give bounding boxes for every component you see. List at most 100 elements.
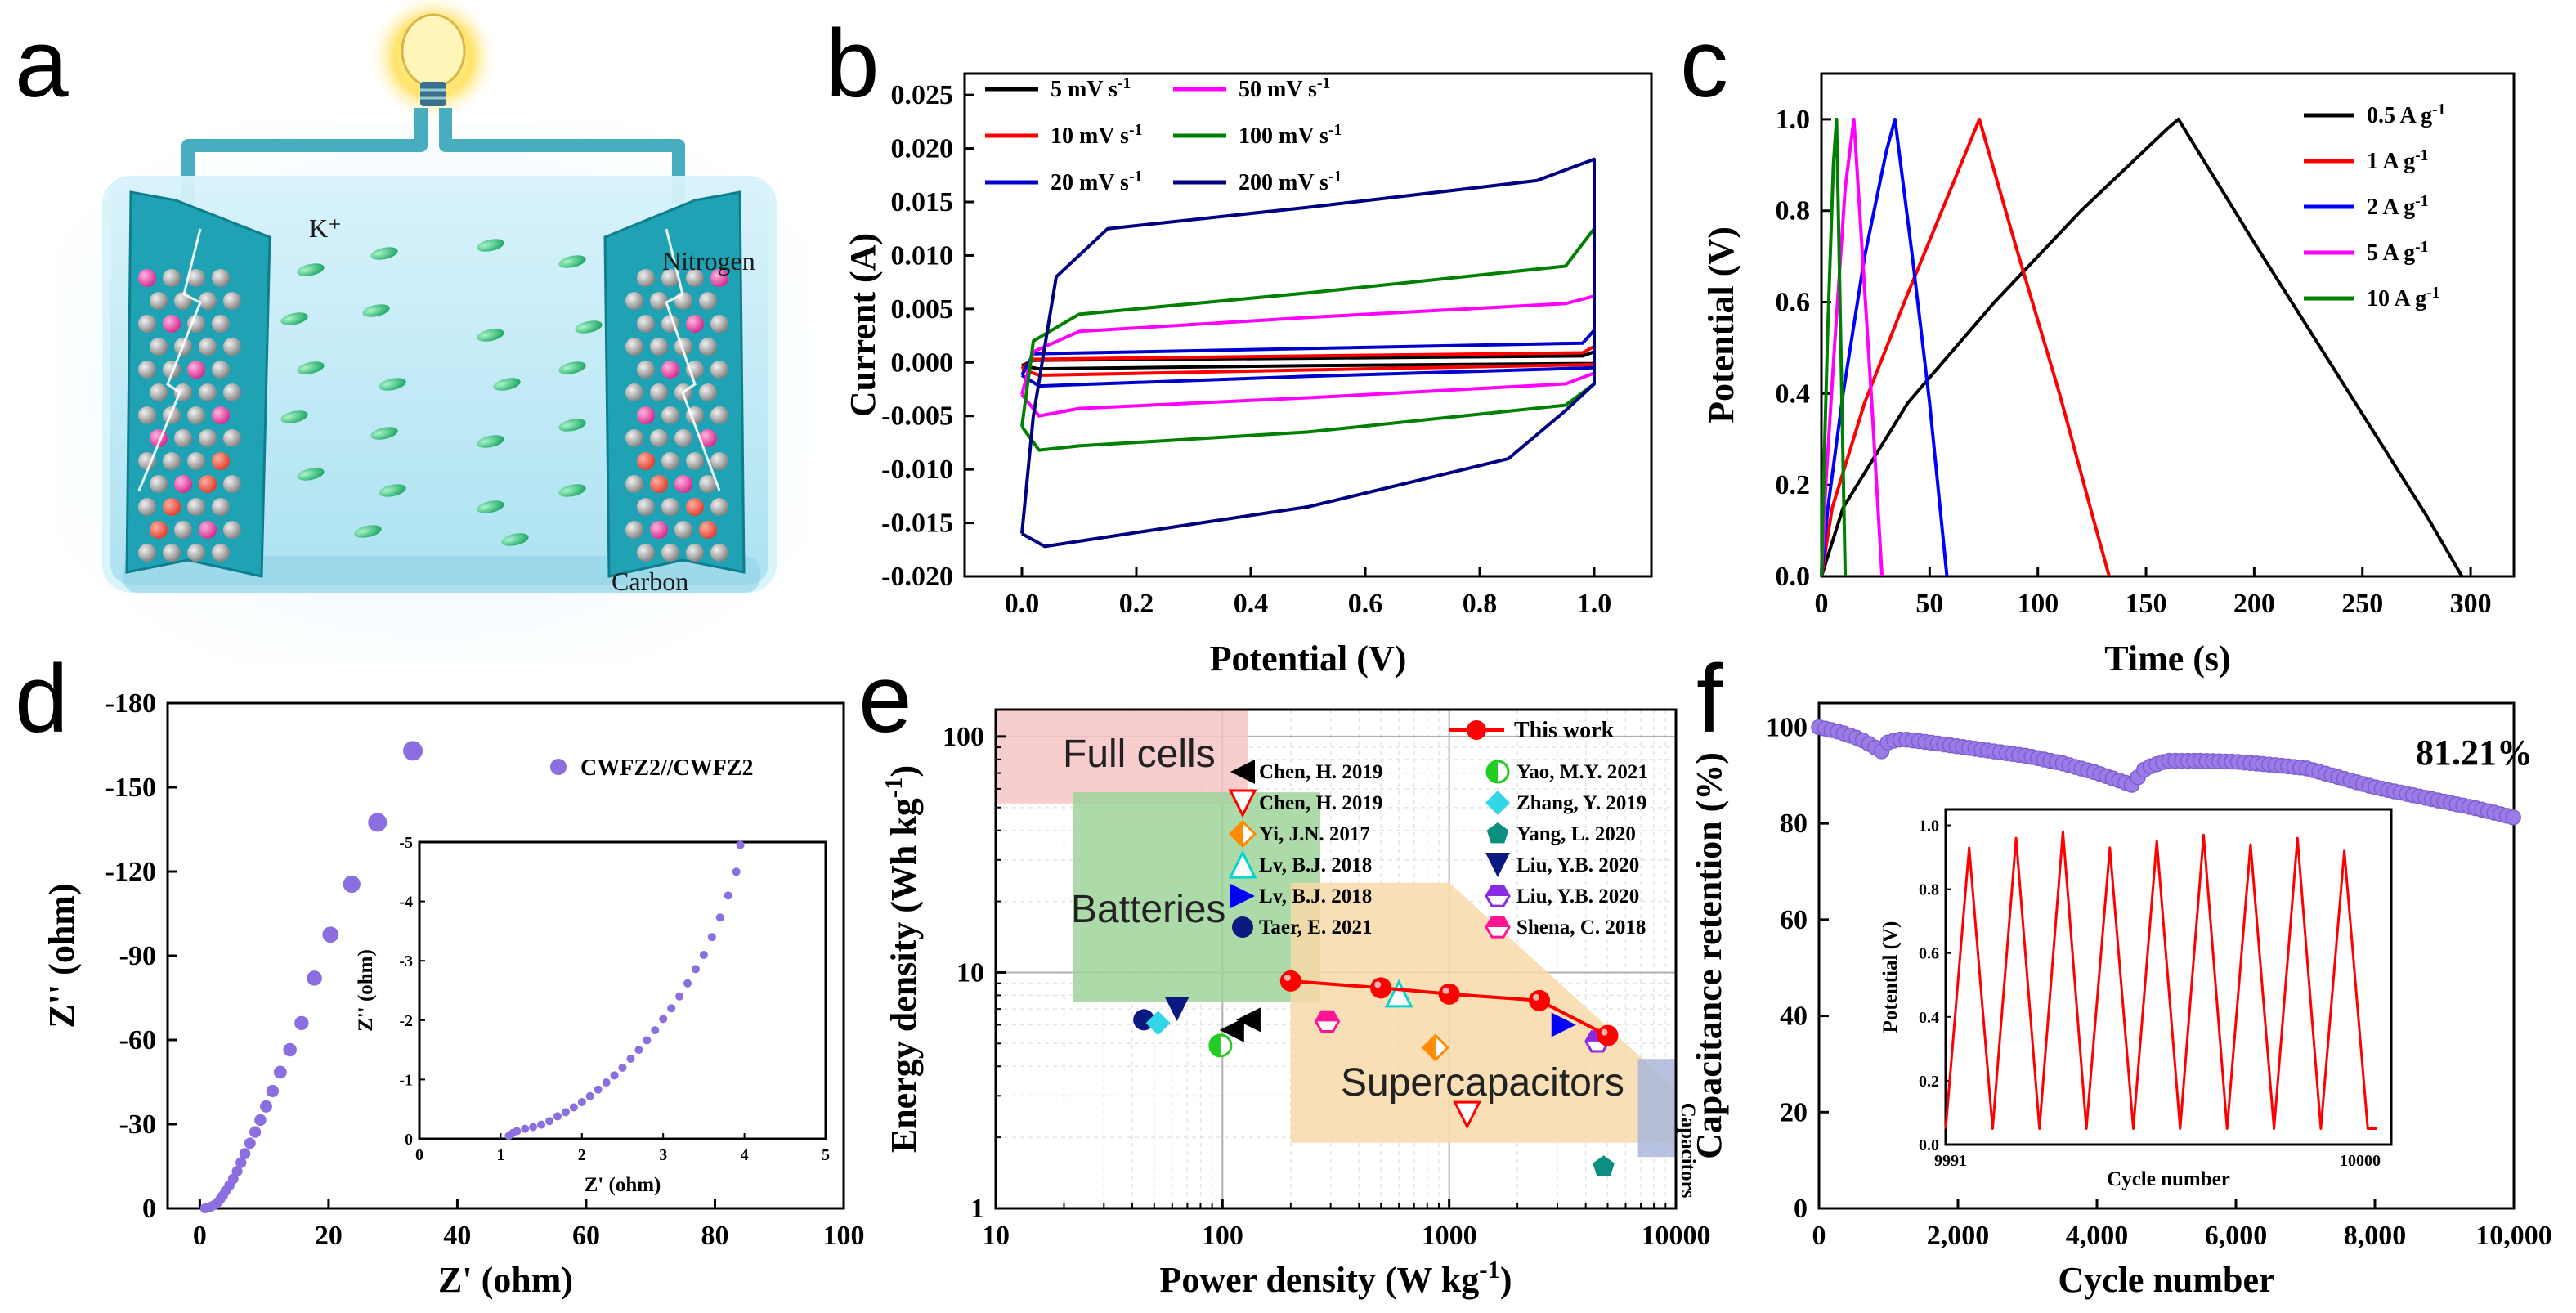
x-axis-label: Potential (V) [1210,639,1407,679]
x-axis-ticklabel: 150 [2126,589,2167,619]
inset-point [594,1085,603,1094]
inset-point [736,840,745,849]
gcd-curve [1820,117,1848,577]
nyquist-point [231,1166,243,1177]
ion-icon [558,361,586,374]
gcd-curve [1820,117,1884,577]
inset-point [561,1108,570,1117]
inset-y-ticklabel: 0 [405,1131,413,1149]
lattice-atom [199,292,217,310]
lattice-atom [187,452,205,470]
y-axis-ticklabel: -0.010 [881,455,953,485]
lattice-atom [650,521,668,539]
legend-label-main: 2 A g [2367,195,2415,220]
ion-label: K⁺ [309,213,342,243]
inset-x-ticklabel: 5 [822,1146,830,1164]
x-axis-ticklabel: 50 [1915,589,1943,619]
y-axis-ticklabel: 1 [970,1194,984,1224]
lattice-atom [138,315,156,333]
reference-point-fill [1315,1011,1339,1022]
x-axis-ticklabel: 6,000 [2205,1221,2268,1251]
y-axis-ticklabel: 0 [142,1194,156,1224]
y-axis-label-sup: -1 [880,777,907,799]
lattice-atom [199,338,217,356]
inset-gcd-curve [1944,830,2377,1130]
inset-y-ticklabel: 1.0 [1919,818,1939,836]
legend-label: 50 mV s-1 [1239,75,1330,103]
lattice-atom [661,269,679,287]
x-axis-label: Power density (W kg-1) [1159,1256,1512,1300]
lattice-atom [163,315,181,333]
lattice-atom [174,521,192,539]
y-axis-ticklabel: 20 [1780,1097,1808,1127]
ion-icon [477,435,504,448]
x-axis-ticklabel: 80 [701,1221,728,1251]
lattice-atom [138,452,156,470]
inset-point [667,1004,676,1013]
this-work-point [1370,977,1392,999]
y-axis-label: Z'' (ohm) [42,883,82,1028]
this-work-point [1279,970,1301,992]
this-work-highlight [1284,974,1291,981]
inset-y-label: Potential (V) [1879,921,1902,1033]
lattice-atom [674,429,692,447]
y-axis-ticklabel: 0.025 [891,80,954,110]
lattice-atom [199,383,217,401]
inset-point [724,891,732,900]
external-wire [181,108,685,204]
lightning-right [665,228,721,491]
x-axis-ticklabel: 0.2 [1119,589,1154,619]
lightning-left [137,228,202,491]
y-axis-label-end: ) [884,765,924,777]
x-axis-ticklabel: 40 [443,1221,471,1251]
lattice-atom [138,544,156,562]
x-axis-ticklabel: 1.0 [1577,589,1612,619]
lattice-atom [637,406,655,424]
left-electrode [125,190,271,578]
nyquist-point [343,875,361,894]
region-capacitors [1637,1059,1676,1158]
panel-a: a K⁺ Nitrogen Carbon [15,0,809,662]
x-axis-ticklabel: 0 [1815,589,1829,619]
y-axis-ticklabel: 0.015 [891,187,954,217]
ion-icon [297,468,325,481]
x-axis-ticklabel: 100 [1202,1221,1243,1251]
inset-x-ticklabel-end: 10000 [2340,1152,2381,1170]
legend-label-main: 200 mV s [1239,170,1328,195]
region-batteries [1073,792,1320,1002]
inset-point [602,1078,611,1087]
panel-d: d 0 20 40 60 80 1000-30-60-90-120-150-180CWFZ… [15,645,865,1300]
legend-label: 200 mV s-1 [1239,168,1342,196]
inset-point [553,1112,562,1121]
ion-icon [477,500,504,513]
inset-point [537,1120,546,1129]
legend-marker [1486,822,1509,844]
nyquist-chart: 0 20 40 60 80 1000-30-60-90-120-150-180CWFZ2/… [42,688,865,1300]
x-axis-ticklabel: 10 [982,1221,1010,1251]
lattice-atom [212,269,230,287]
legend-label-sup: -1 [2415,193,2428,210]
panel-letter-a: a [15,10,69,118]
x-axis-ticklabel: 0.6 [1348,589,1383,619]
lattice-atom [223,383,241,401]
ion-icon [501,533,529,546]
reference-point-fill [1209,1034,1221,1056]
y-axis-ticklabel: 60 [1780,905,1808,935]
legend-marker [1232,916,1253,938]
x-axis-ticklabel: 0 [193,1221,207,1251]
lattice-atom [187,269,205,287]
lattice-atom [650,475,668,493]
lattice-atom [686,315,704,333]
plot-frame [963,72,1653,578]
lattice-atom [699,475,717,493]
legend-marker-fill [1230,822,1243,846]
lattice-atom [163,452,181,470]
lattice-atom [650,292,668,310]
y-axis-label-main: Energy density (Wh kg [884,798,924,1153]
reference-point [1235,1007,1261,1033]
legend-marker [1228,849,1257,879]
lattice-atom [710,315,728,333]
legend-label-main: 0.5 A g [2367,103,2432,128]
inset-point [585,1091,594,1100]
